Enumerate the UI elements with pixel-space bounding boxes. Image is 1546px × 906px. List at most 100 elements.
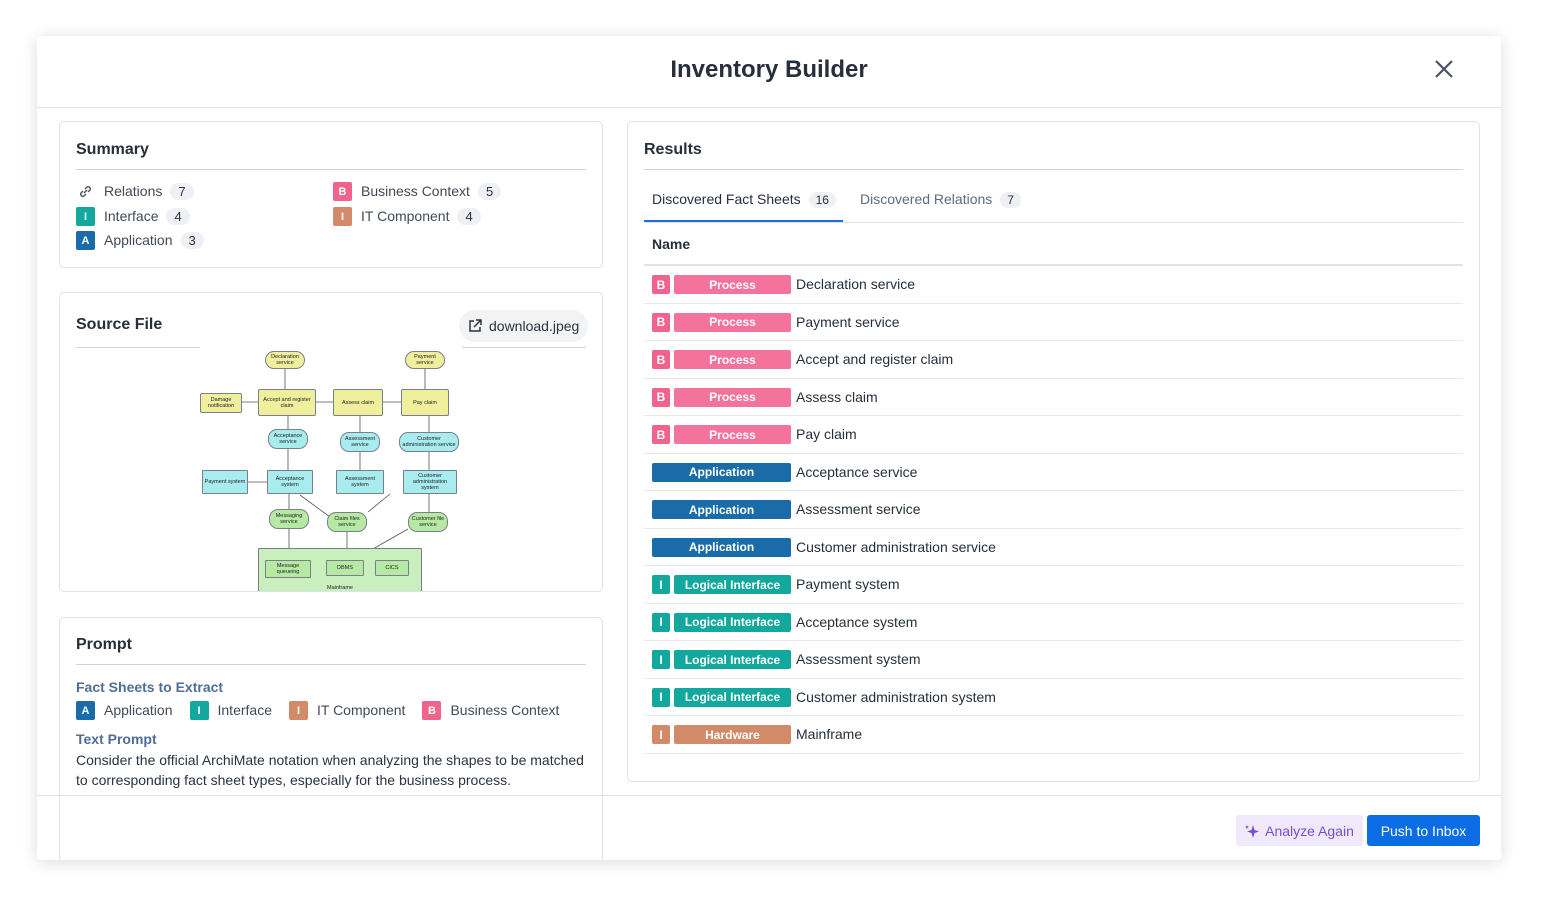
analyze-again-button[interactable]: Analyze Again <box>1236 815 1363 846</box>
label: Application <box>104 232 173 248</box>
type-badge: I <box>333 207 352 226</box>
diagram-node: Message queueing <box>265 560 311 578</box>
type-badge: B <box>652 425 670 444</box>
count: 4 <box>457 208 481 225</box>
diagram-node: Claim files service <box>327 512 367 532</box>
type-label: IT Component <box>316 702 406 718</box>
result-row: B Process Pay claim <box>644 416 1463 454</box>
tab[interactable]: Discovered Relations 7 <box>860 191 1021 208</box>
file-name: download.jpeg <box>489 318 580 334</box>
summary-item: IT Component 4 <box>361 208 481 225</box>
subtype-badge: Logical Interface <box>674 612 791 632</box>
type-badge: B <box>652 350 670 369</box>
fact-sheet-name: Payment service <box>796 313 900 330</box>
section-title: Text Prompt <box>76 731 157 747</box>
file-link[interactable]: download.jpeg <box>459 310 589 342</box>
column-header: Name <box>652 236 691 252</box>
summary-item: Business Context 5 <box>361 183 502 200</box>
diagram-node: Pay claim <box>401 389 449 416</box>
fact-sheet-name: Payment system <box>796 576 900 592</box>
diagram-node: Assessment system <box>336 470 384 494</box>
subtype-badge: Process <box>674 350 791 369</box>
count: 3 <box>180 232 204 249</box>
divider <box>644 169 1463 170</box>
result-row: I Logical Interface Customer administratio… <box>644 679 1463 716</box>
diagram-node: Assess claim <box>333 389 383 416</box>
label: Relations <box>104 183 163 199</box>
type-badge: I <box>652 575 670 594</box>
count: 5 <box>477 183 502 200</box>
diagram-node: Acceptance service <box>268 429 308 449</box>
fact-sheet-name: Assessment system <box>796 651 921 667</box>
divider <box>76 169 586 170</box>
subtype-badge: Logical Interface <box>674 650 791 669</box>
result-row: I Logical Interface Acceptance system <box>644 604 1463 641</box>
diagram-node: Damage notification <box>200 393 242 413</box>
diagram-node: Accept and register claim <box>258 389 316 416</box>
type-badge: B <box>652 387 670 407</box>
tab-label: Discovered Relations <box>859 191 993 207</box>
label: IT Component <box>361 208 450 224</box>
type-badge: B <box>333 182 352 201</box>
tab-divider <box>644 222 1463 223</box>
result-row: Application Acceptance service <box>644 454 1463 491</box>
diagram-node: Customer file service <box>408 512 448 532</box>
summary-item: Interface 4 <box>104 208 190 225</box>
type-badge: I <box>652 612 670 632</box>
panel-title: Prompt <box>76 636 132 653</box>
fact-sheet-name: Customer administration system <box>796 688 996 705</box>
type-badge: I <box>652 650 670 669</box>
fact-sheet-name: Assess claim <box>796 388 878 405</box>
tab-count: 16 <box>808 192 836 208</box>
subtype-badge: Process <box>674 387 791 407</box>
modal: Inventory Builder Summary Relations 7 I Int… <box>37 36 1501 860</box>
label: Interface <box>104 208 159 224</box>
external-icon <box>469 319 482 332</box>
result-row: Application Customer administration servi… <box>644 529 1463 566</box>
result-row: I Logical Interface Payment system <box>644 566 1463 604</box>
result-row: B Process Assess claim <box>644 379 1463 416</box>
source-panel: Source File download.jpeg Declaration se… <box>59 292 603 592</box>
subtype-badge: Process <box>674 425 791 444</box>
result-row: I Hardware Mainframe <box>644 716 1463 754</box>
diagram-node: DBMS <box>326 560 364 576</box>
diagram-node: CICS <box>375 560 409 576</box>
subtype-badge: Application <box>652 537 791 557</box>
count: 7 <box>170 183 194 200</box>
fact-sheet-name: Acceptance service <box>796 463 918 480</box>
divider <box>76 664 586 665</box>
type-badge: I <box>652 725 670 744</box>
diagram-node: Acceptance system <box>267 470 313 494</box>
title: Inventory Builder <box>670 56 868 83</box>
prompt-panel: Prompt Fact Sheets to Extract Text Promp… <box>59 617 603 860</box>
panel-title: Summary <box>76 141 149 158</box>
type-badge: I <box>652 687 670 707</box>
push-to-inbox-button[interactable]: Push to Inbox <box>1367 815 1480 846</box>
diagram-node: Messaging service <box>269 509 309 529</box>
button-label: Analyze Again <box>1265 822 1354 839</box>
type-badge: B <box>422 701 442 720</box>
header-divider <box>644 264 1463 266</box>
tab[interactable]: Discovered Fact Sheets 16 <box>652 191 836 208</box>
tab-label: Discovered Fact Sheets <box>652 191 801 207</box>
diagram-node: Payment service <box>405 351 445 369</box>
result-row: B Process Declaration service <box>644 266 1463 304</box>
fact-sheet-name: Pay claim <box>796 426 857 442</box>
subtype-badge: Logical Interface <box>674 575 791 594</box>
type-label: Application <box>104 702 173 718</box>
panel-title: Source File <box>76 316 163 333</box>
fact-sheet-name: Mainframe <box>796 726 863 742</box>
diagram-node: Assessment service <box>340 432 380 452</box>
result-row: B Process Payment service <box>644 304 1463 341</box>
close-button[interactable] <box>1434 59 1454 79</box>
subtype-badge: Process <box>674 275 791 294</box>
summary-item: Relations 7 <box>104 183 194 200</box>
link-icon <box>78 184 93 199</box>
result-row: B Process Accept and register claim <box>644 341 1463 379</box>
fact-sheet-name: Accept and register claim <box>796 351 954 367</box>
diagram-node: Customer administration service <box>399 432 459 452</box>
subtype-badge: Hardware <box>674 725 791 744</box>
type-badge: B <box>652 275 670 294</box>
summary-panel: Summary Relations 7 I Interface 4 A Applicatio… <box>59 121 603 268</box>
type-label: Business Context <box>450 702 560 718</box>
